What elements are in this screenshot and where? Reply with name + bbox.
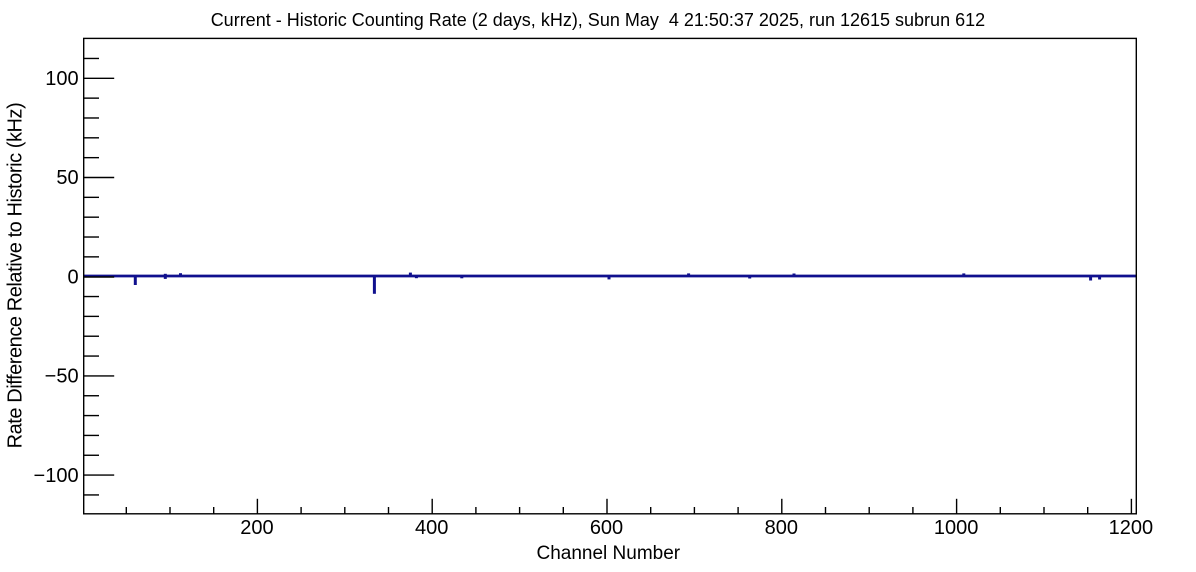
svg-text:800: 800 — [765, 517, 798, 539]
svg-text:−100: −100 — [34, 465, 79, 487]
svg-text:200: 200 — [240, 517, 273, 539]
svg-text:600: 600 — [590, 517, 623, 539]
svg-text:Rate Difference Relative to Hi: Rate Difference Relative to Historic (kH… — [4, 103, 26, 449]
svg-text:50: 50 — [56, 167, 78, 189]
svg-text:1200: 1200 — [1109, 517, 1154, 539]
svg-text:0: 0 — [67, 266, 78, 288]
svg-text:Channel Number: Channel Number — [536, 543, 680, 564]
svg-text:400: 400 — [415, 517, 448, 539]
svg-text:1000: 1000 — [934, 517, 979, 539]
svg-text:−50: −50 — [45, 366, 79, 388]
svg-text:100: 100 — [45, 68, 78, 90]
svg-text:Current - Historic Counting Ra: Current - Historic Counting Rate (2 days… — [211, 10, 985, 30]
